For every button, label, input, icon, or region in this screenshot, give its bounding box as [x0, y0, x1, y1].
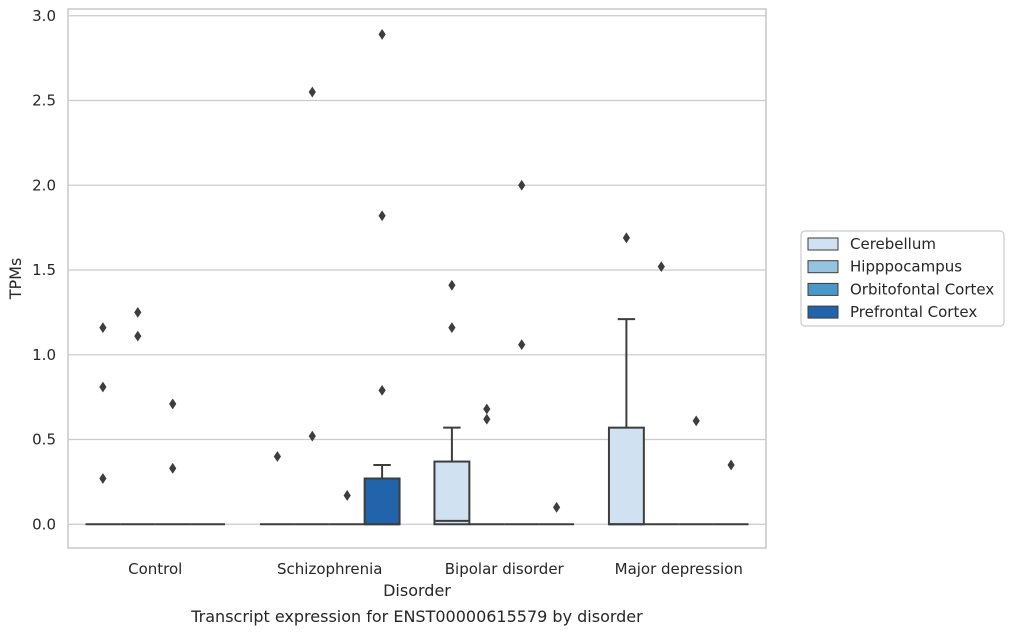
box-plot-series: [85, 318, 749, 526]
legend-swatch: [807, 282, 839, 296]
outlier-point: [518, 179, 526, 191]
outlier-point: [99, 473, 107, 484]
outlier-point: [657, 261, 665, 273]
legend-label: Prefrontal Cortex: [850, 303, 977, 321]
y-tick-label: 1.5: [32, 261, 56, 279]
legend: Cerebellum Hipppocampus Orbitofontal Corte…: [800, 230, 1005, 327]
y-tick-label: 1.0: [32, 346, 56, 364]
legend-label: Orbitofontal Cortex: [850, 280, 994, 298]
legend-swatch: [807, 305, 839, 319]
grid-lines: [68, 15, 766, 525]
y-tick-label: 2.0: [32, 176, 56, 194]
outlier-point: [518, 339, 526, 351]
legend-label: Cerebellum: [850, 235, 936, 253]
y-axis-ticks: 0.0 0.5 1.0 1.5 2.0 2.5 3.0: [32, 7, 56, 533]
outlier-point: [99, 322, 107, 334]
outlier-point: [483, 403, 491, 415]
box: [433, 460, 471, 526]
outlier-point: [134, 330, 142, 342]
outlier-point: [308, 430, 316, 442]
x-axis-label: Disorder: [383, 581, 451, 600]
chart-caption: Transcript expression for ENST0000061557…: [190, 607, 643, 626]
outlier-point: [483, 413, 491, 425]
plot-frame: [67, 8, 767, 549]
y-axis-label: TPMs: [6, 258, 25, 301]
y-tick-label: 0.0: [32, 515, 56, 533]
outlier-point: [308, 86, 316, 98]
y-tick-label: 2.5: [32, 92, 56, 110]
outlier-point: [378, 29, 386, 40]
x-tick-label: Bipolar disorder: [445, 560, 565, 578]
outlier-point: [448, 322, 456, 334]
outlier-points: [99, 29, 735, 513]
outlier-point: [343, 490, 351, 501]
x-axis-ticks: Control Schizophrenia Bipolar disorder Majo…: [128, 560, 743, 578]
outlier-point: [448, 279, 456, 291]
y-tick-label: 0.5: [32, 431, 56, 449]
outlier-point: [169, 462, 177, 474]
box: [363, 477, 401, 526]
outlier-point: [273, 451, 281, 462]
box: [607, 426, 645, 526]
outlier-point: [169, 398, 177, 410]
outlier-point: [378, 384, 386, 396]
legend-label: Hipppocampus: [850, 258, 962, 276]
legend-swatch: [807, 237, 839, 251]
x-tick-label: Major depression: [615, 560, 743, 578]
outlier-point: [727, 459, 735, 471]
outlier-point: [134, 306, 142, 318]
legend-swatch: [807, 260, 839, 274]
y-tick-label: 3.0: [32, 7, 56, 25]
outlier-point: [553, 501, 561, 513]
outlier-point: [99, 381, 107, 393]
outlier-point: [378, 210, 386, 222]
legend-frame: [800, 230, 1005, 327]
outlier-point: [692, 415, 700, 427]
x-tick-label: Control: [128, 560, 182, 578]
outlier-point: [622, 232, 630, 244]
x-tick-label: Schizophrenia: [277, 560, 382, 578]
